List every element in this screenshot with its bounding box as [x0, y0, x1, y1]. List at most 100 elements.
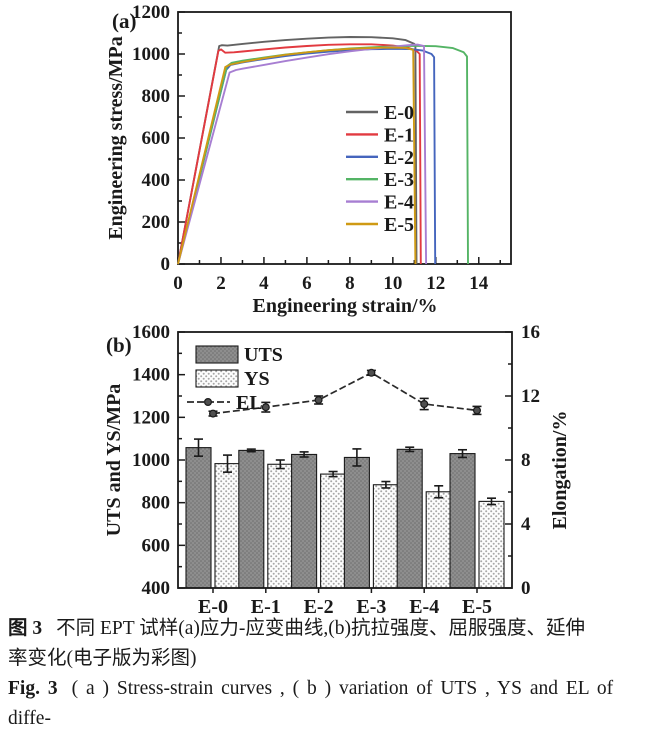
legend-item-E-5: E-5	[346, 214, 414, 236]
svg-text:E-3: E-3	[356, 596, 386, 618]
svg-text:UTS: UTS	[244, 344, 283, 366]
legend-item-E-4: E-4	[346, 192, 414, 214]
svg-text:E-0: E-0	[198, 596, 228, 618]
uts-bar-E-3	[343, 456, 370, 589]
svg-text:800: 800	[142, 493, 171, 514]
legend-item-E-3: E-3	[346, 169, 414, 191]
el-marker	[209, 409, 218, 418]
svg-text:E-3: E-3	[384, 169, 414, 191]
bar-group-E-2	[291, 451, 347, 589]
ys-bar-E-1	[267, 463, 294, 589]
legend-item-E-1: E-1	[346, 124, 414, 146]
svg-text:4: 4	[259, 273, 269, 294]
right-axis-label-b: Elongation/%	[549, 411, 571, 530]
el-point-E-3	[366, 368, 376, 377]
svg-text:E-0: E-0	[384, 102, 414, 124]
el-line	[212, 371, 478, 415]
svg-text:1200: 1200	[132, 2, 170, 23]
caption-en-prefix: Fig. 3	[8, 678, 58, 699]
ys-bar-E-3	[372, 484, 399, 589]
uts-bar-E-2	[291, 453, 318, 589]
el-marker	[367, 368, 376, 377]
svg-text:600: 600	[142, 128, 171, 149]
el-marker	[314, 395, 323, 404]
svg-text:E-2: E-2	[304, 596, 334, 618]
figure-panel-b: 400 600 800 1000 1200 1400 1600 0 4 8 12 16 E-0 E-1 E-…	[0, 320, 663, 620]
svg-text:400: 400	[142, 578, 171, 599]
svg-text:12: 12	[426, 273, 445, 294]
svg-text:6: 6	[302, 273, 312, 294]
el-marker	[473, 406, 482, 415]
svg-text:1600: 1600	[132, 322, 170, 343]
svg-text:E-1: E-1	[251, 596, 281, 618]
svg-text:1000: 1000	[132, 450, 170, 471]
svg-text:400: 400	[142, 170, 171, 191]
svg-text:0: 0	[161, 254, 171, 275]
svg-text:10: 10	[383, 273, 402, 294]
svg-text:8: 8	[345, 273, 355, 294]
svg-text:E-5: E-5	[462, 596, 492, 618]
svg-text:Engineering strain/%: Engineering strain/%	[252, 295, 437, 317]
svg-text:1400: 1400	[132, 365, 170, 386]
svg-text:16: 16	[521, 322, 540, 343]
el-point-E-5	[472, 405, 482, 416]
curve-E-4	[177, 43, 428, 265]
svg-text:E-1: E-1	[384, 124, 414, 146]
caption-zh-line2: 率变化(电子版为彩图)	[8, 648, 197, 669]
el-point-E-4	[419, 397, 429, 411]
svg-text:8: 8	[521, 450, 531, 471]
svg-text:YS: YS	[244, 368, 270, 390]
el-marker	[420, 399, 429, 408]
left-axis-label-b: UTS and YS/MPa	[103, 384, 125, 537]
caption-zh-line1: 图 3 不同 EPT 试样(a)应力-应变曲线,(b)抗拉强度、屈服强度、延伸	[8, 618, 585, 639]
svg-text:EL: EL	[236, 392, 263, 414]
svg-text:(a): (a)	[112, 9, 137, 33]
legend-el-marker	[204, 397, 213, 406]
svg-text:12: 12	[521, 386, 540, 407]
caption-zh-prefix: 图 3	[8, 618, 43, 639]
uts-bar-E-0	[185, 447, 212, 589]
svg-text:(b): (b)	[106, 333, 132, 357]
legend-item-E-0: E-0	[346, 102, 414, 124]
legend-item-E-2: E-2	[346, 147, 414, 169]
svg-text:0: 0	[521, 578, 531, 599]
svg-text:14: 14	[469, 273, 489, 294]
curve-E-0	[177, 36, 418, 265]
ys-bar-E-0	[214, 463, 241, 589]
legend-swatch-ys	[195, 369, 239, 388]
svg-text:E-5: E-5	[384, 214, 414, 236]
svg-text:2: 2	[216, 273, 226, 294]
ys-bar-E-4	[425, 491, 452, 589]
stress-strain-chart: 0 2 4 6 8 10 12 14020040060080010001200E-0E-1E-…	[105, 2, 512, 317]
uts-bar-E-4	[396, 448, 423, 589]
bar-group-E-3	[343, 448, 399, 589]
svg-text:800: 800	[142, 86, 171, 107]
ys-bar-E-2	[320, 473, 347, 589]
svg-text:E-2: E-2	[384, 147, 414, 169]
svg-text:200: 200	[142, 212, 171, 233]
el-marker	[261, 403, 270, 412]
ys-bar-E-5	[478, 500, 505, 589]
svg-text:0: 0	[173, 273, 183, 294]
svg-text:4: 4	[521, 514, 531, 535]
el-point-E-2	[314, 395, 324, 405]
figure-panel-a: 0 2 4 6 8 10 12 14 0 200 400 600 800 1000 1200 E-0 E-1 E-…	[0, 0, 663, 320]
bar-group-E-4	[396, 446, 452, 589]
y-axis-label-a: Engineering stress/MPa	[105, 36, 127, 240]
caption-en-line1: Fig. 3( a ) Stress-strain curves , ( b )…	[8, 678, 614, 729]
bar-group-E-1	[238, 448, 294, 589]
figure-caption: 图 3 不同 EPT 试样(a)应力-应变曲线,(b)抗拉强度、屈服强度、延伸 率…	[8, 614, 653, 732]
legend-swatch-uts	[195, 345, 239, 364]
curve-E-5	[177, 46, 417, 265]
svg-text:600: 600	[142, 535, 171, 556]
el-point-E-1	[261, 401, 271, 413]
svg-text:E-4: E-4	[384, 192, 414, 214]
uts-bar-E-1	[238, 449, 265, 589]
bar-group-E-0	[185, 438, 241, 589]
bar-group-E-5	[449, 448, 505, 589]
el-point-E-0	[208, 409, 218, 418]
uts-ys-el-chart: 400 600 800 1000 1200 1400 1600 0 4 8 12 16 E-0 E-1 E-…	[103, 322, 571, 618]
svg-text:E-4: E-4	[409, 596, 439, 618]
